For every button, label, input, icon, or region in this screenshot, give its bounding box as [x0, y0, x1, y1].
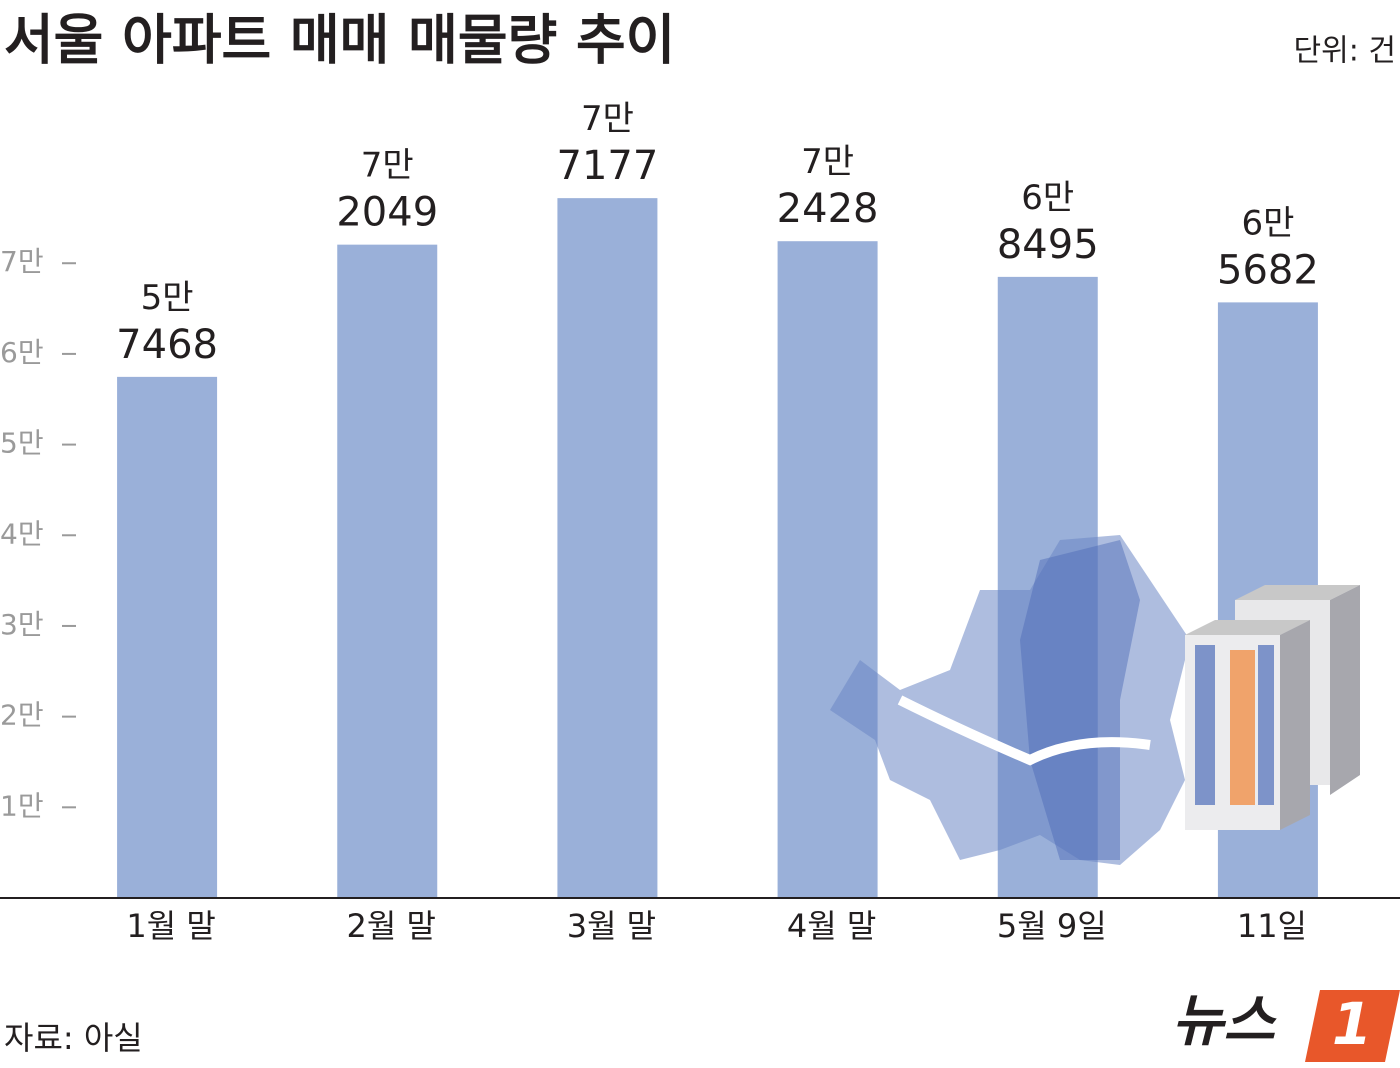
river	[897, 695, 1151, 766]
building-windows	[1230, 650, 1255, 805]
value-label: 7만 2049	[336, 145, 438, 236]
building-windows	[1258, 645, 1274, 805]
x-tick-label: 1월 말	[126, 907, 215, 945]
y-tick-label: 5만	[0, 427, 44, 460]
bar	[777, 241, 878, 899]
logo-text: 뉴스	[1172, 989, 1278, 1054]
y-tick-label: 4만	[0, 517, 44, 550]
logo-mark: 1	[1332, 990, 1372, 1058]
building-roof	[1185, 620, 1310, 635]
value-label: 6만 8495	[997, 177, 1099, 267]
logo-badge	[1305, 990, 1400, 1062]
value-label: 7만 2428	[777, 142, 879, 233]
building-side	[1330, 585, 1360, 795]
map	[830, 535, 1190, 865]
value-label: 6만 5682	[1217, 203, 1319, 293]
x-tick-label: 4월 말	[787, 907, 876, 945]
building-roof	[1235, 585, 1360, 600]
y-tick-label: 2만	[0, 699, 44, 732]
x-tick-label: 11일	[1237, 907, 1307, 945]
building-side	[1280, 620, 1310, 830]
y-tick-label: 3만	[0, 608, 44, 641]
building-windows	[1195, 645, 1215, 805]
source: 자료: 아실	[4, 1019, 143, 1057]
x-tick-label: 2월 말	[347, 907, 436, 945]
chart-title: 서울 아파트 매매 매물량 추이	[4, 9, 675, 72]
bar	[557, 198, 658, 899]
bar	[117, 376, 218, 898]
x-tick-label: 3월 말	[567, 907, 656, 945]
unit-label: 단위: 건	[1294, 34, 1396, 69]
x-tick-label: 5월 9일	[997, 907, 1107, 945]
map-district	[1020, 540, 1140, 860]
bar	[337, 244, 438, 899]
illustration	[830, 535, 1360, 865]
y-tick-label: 7만	[0, 245, 44, 278]
y-tick-label: 1만	[0, 789, 44, 822]
value-label: 5만 7468	[116, 277, 218, 368]
y-tick-label: 6만	[0, 336, 44, 369]
value-label: 7만 7177	[557, 99, 659, 189]
